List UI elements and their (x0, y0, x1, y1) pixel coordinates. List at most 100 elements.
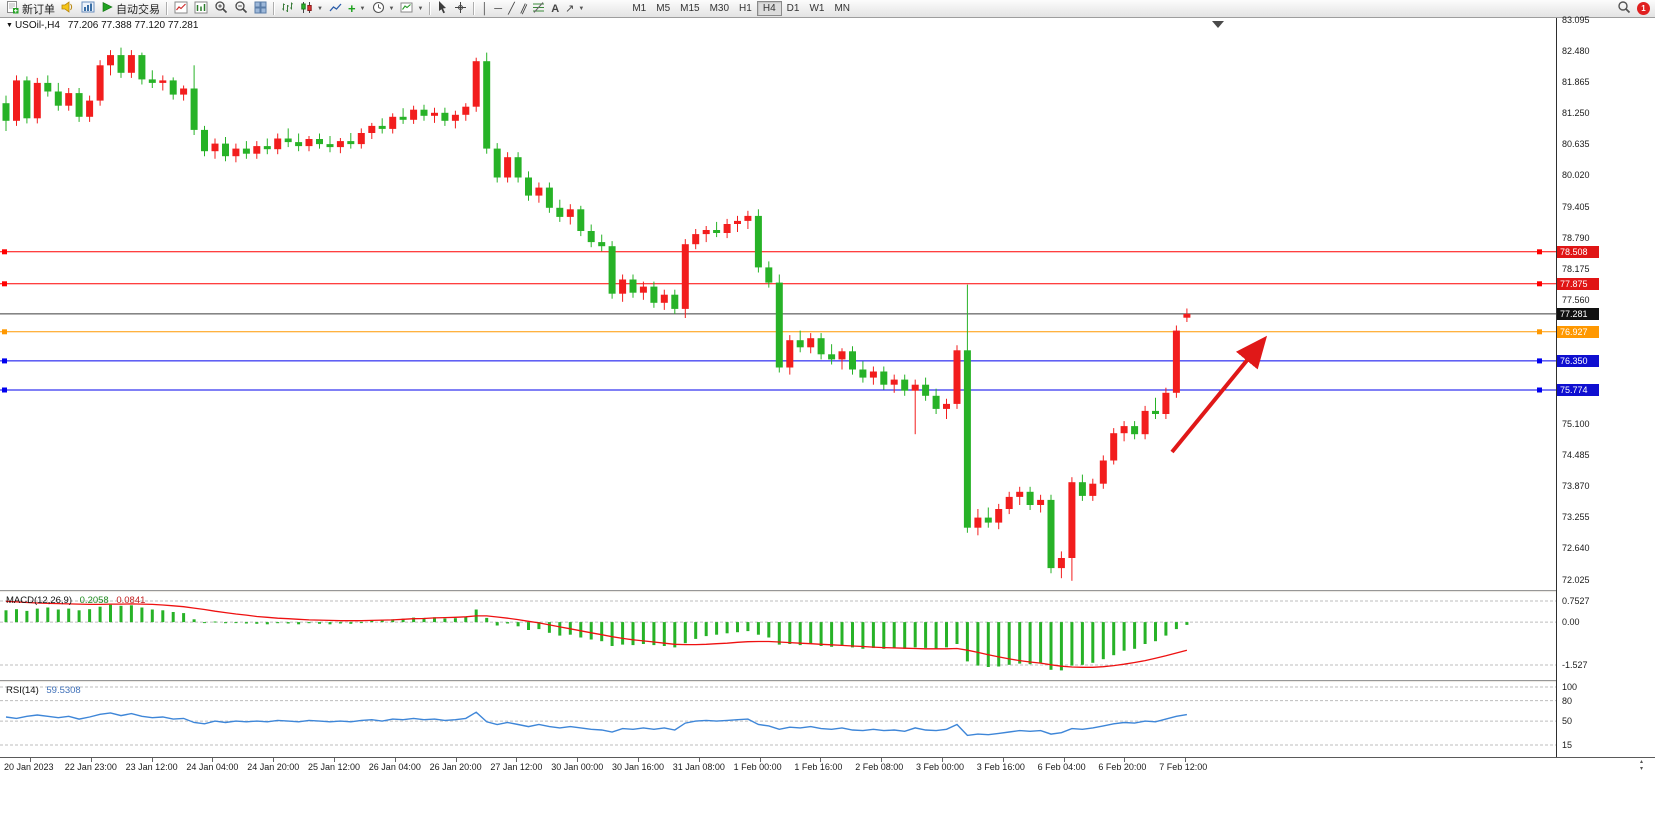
time-tick (577, 758, 579, 762)
data-window-button[interactable] (191, 1, 211, 17)
new-order-button[interactable]: 新订单 (3, 1, 58, 17)
period-button[interactable]: ▼ (369, 1, 398, 17)
template-button[interactable]: ▼ (397, 1, 426, 17)
rsi-chart[interactable] (0, 683, 1556, 757)
panel-separator[interactable] (0, 680, 1655, 683)
resistance-line-1[interactable] (0, 249, 1556, 255)
toolbar-separator (273, 2, 275, 15)
market-watch-button[interactable] (78, 1, 98, 17)
timeframe-m5[interactable]: M5 (656, 3, 671, 14)
macd-tick-label: 0.7527 (1562, 596, 1590, 606)
price-tick-label: 77.560 (1562, 294, 1590, 305)
channel-icon: ∥ (518, 1, 529, 16)
horizontal-line-button[interactable]: ─ (491, 1, 505, 17)
macd-tick-label: 0.00 (1562, 617, 1580, 628)
price-axis[interactable]: 83.095 82.480 81.865 81.250 80.635 80.020 79.4… (1556, 15, 1655, 757)
search-button[interactable] (1617, 0, 1631, 17)
navigator-button[interactable] (171, 1, 191, 17)
trend-arrow[interactable] (1170, 335, 1268, 454)
timeframe-d1[interactable]: D1 (786, 3, 800, 14)
chart-line-icon (174, 1, 188, 17)
price-tick-label: 72.640 (1562, 543, 1590, 554)
zoom-out-icon (234, 0, 248, 17)
tile-windows-button[interactable] (251, 1, 270, 17)
fibonacci-button[interactable] (529, 1, 548, 17)
arrow-tool-button[interactable]: ↗ ▼ (562, 1, 587, 17)
line-chart-button[interactable] (326, 1, 345, 17)
time-axis[interactable]: 20 Jan 2023 22 Jan 23:00 23 Jan 12:00 24 Ja… (0, 757, 1655, 776)
trendline-button[interactable]: ╱ (505, 1, 518, 17)
notification-badge[interactable]: 1 (1637, 2, 1650, 15)
candlestick-layer (2, 47, 1191, 581)
symbol-dropdown-icon[interactable]: ▼ (6, 22, 13, 29)
timeframe-mn[interactable]: MN (834, 3, 850, 14)
time-axis-label: 22 Jan 23:00 (64, 762, 117, 772)
timeframe-m30[interactable]: M30 (709, 3, 730, 14)
timeframe-m1[interactable]: M1 (632, 3, 647, 14)
symbol-period-label: USOil-,H4 (14, 20, 60, 31)
time-axis-label: 31 Jan 08:00 (672, 762, 725, 772)
rsi-line (5, 711, 1188, 737)
vertical-line-button[interactable]: │ (478, 1, 491, 17)
channel-button[interactable]: ∥ (518, 1, 530, 17)
alert-horn-button[interactable] (58, 1, 78, 17)
zoom-in-button[interactable] (211, 1, 231, 17)
price-tick-label: 78.175 (1562, 263, 1590, 274)
template-icon (400, 1, 413, 17)
bar-chart-icon (281, 1, 294, 17)
price-tick-label: 73.255 (1562, 512, 1590, 523)
chart-bars-icon (194, 1, 208, 17)
price-tick-label: 82.480 (1562, 46, 1590, 57)
plus-icon: + (347, 0, 356, 16)
time-tick (90, 758, 92, 762)
candlestick-chart-button[interactable]: ▼ (297, 1, 326, 17)
auto-trading-button[interactable]: 自动交易 (98, 1, 163, 17)
time-axis-label: 26 Jan 04:00 (368, 762, 421, 772)
time-axis-label: 24 Jan 20:00 (247, 762, 300, 772)
panel-separator[interactable] (0, 590, 1655, 593)
price-badge: 77.281 (1557, 307, 1599, 320)
market-watch-icon (81, 0, 95, 17)
price-chart-panel[interactable]: ▼ USOil-,H4 77.206 77.388 77.120 77.281 (0, 18, 1556, 590)
chevron-down-icon: ▼ (317, 5, 323, 12)
macd-name: MACD(12,26,9) (6, 595, 72, 606)
rsi-name: RSI(14) (6, 685, 39, 696)
time-axis-label: 7 Feb 12:00 (1159, 762, 1208, 772)
chevron-down-icon: ▼ (388, 5, 395, 12)
price-tick-label: 75.100 (1562, 419, 1590, 430)
bar-chart-button[interactable] (278, 1, 297, 17)
text-button[interactable]: A (548, 1, 562, 17)
price-tick-label: 81.865 (1562, 77, 1590, 88)
zoom-out-button[interactable] (231, 1, 251, 17)
timeframe-w1[interactable]: W1 (809, 3, 825, 14)
time-axis-label: 30 Jan 16:00 (612, 762, 665, 772)
time-tick (820, 758, 822, 762)
timeframe-h4[interactable]: H4 (756, 1, 782, 16)
time-axis-label: 26 Jan 20:00 (429, 762, 482, 772)
toolbar-separator (429, 2, 432, 15)
price-tick-label: 74.485 (1562, 450, 1590, 461)
rsi-value: 59.5308 (46, 685, 81, 696)
timeframe-h1[interactable]: H1 (739, 3, 752, 14)
cursor-button[interactable] (434, 1, 451, 17)
macd-panel[interactable]: MACD(12,26,9) 0.2058 0.0841 (0, 593, 1556, 680)
candlestick-chart[interactable] (0, 18, 1556, 590)
rsi-panel[interactable]: RSI(14) 59.5308 (0, 683, 1556, 757)
time-axis-label: 1 Feb 16:00 (794, 762, 843, 772)
crosshair-button[interactable] (451, 1, 470, 17)
chart-shift-marker[interactable] (1212, 21, 1224, 28)
time-tick (516, 758, 518, 762)
macd-chart[interactable] (0, 593, 1556, 680)
new-chart-button[interactable]: + ▼ (345, 1, 369, 17)
support-line-2[interactable] (0, 387, 1556, 393)
timeframe-m15[interactable]: M15 (680, 3, 700, 14)
price-tick-label: 72.025 (1562, 574, 1590, 585)
time-axis-label: 3 Feb 16:00 (976, 762, 1025, 772)
time-axis-label: 30 Jan 00:00 (551, 762, 604, 772)
time-tick (455, 758, 457, 762)
axis-resize-grip[interactable]: ▴ ▾ (1640, 759, 1644, 772)
macd-tick-label: -1.527 (1562, 660, 1588, 670)
time-tick (394, 758, 396, 762)
time-axis-label: 20 Jan 2023 (4, 762, 54, 772)
